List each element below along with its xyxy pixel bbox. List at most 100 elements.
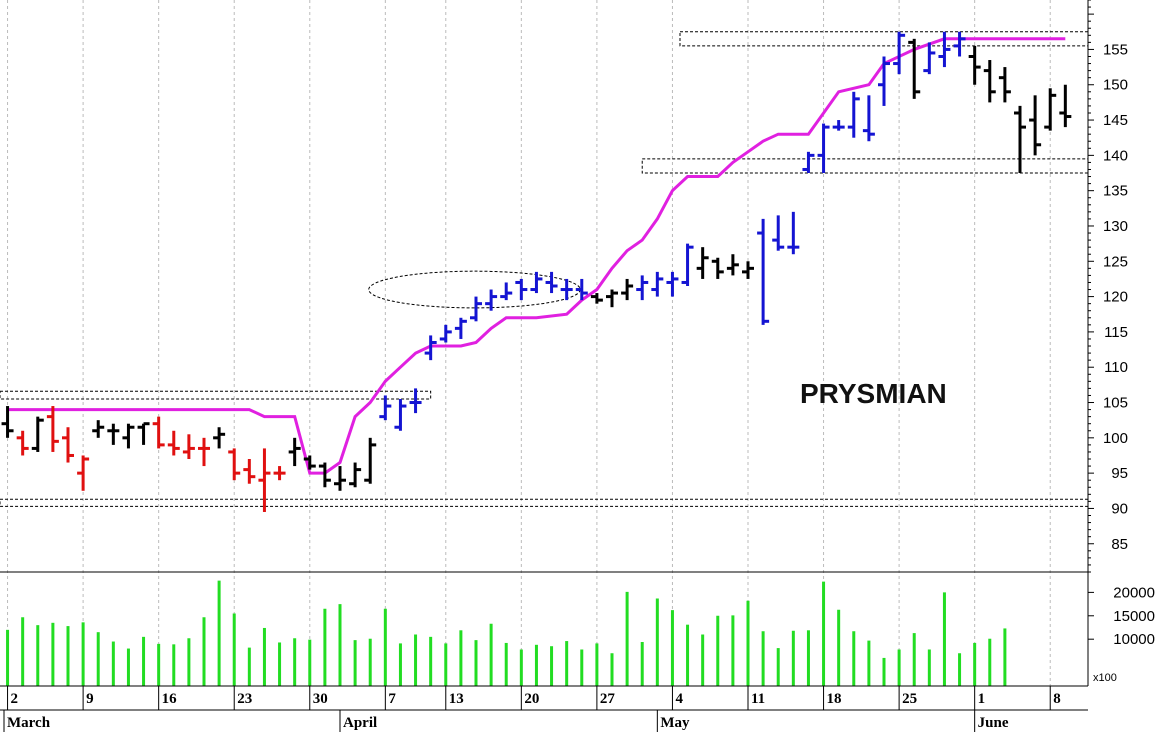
- ohlc-bar: [409, 388, 422, 414]
- date-label: 4: [675, 691, 683, 707]
- ohlc-bar: [711, 257, 724, 279]
- ohlc-bar: [787, 211, 800, 255]
- ohlc-bar: [590, 293, 603, 304]
- ohlc-bar: [560, 278, 573, 301]
- ohlc-bar: [334, 466, 346, 491]
- ohlc-bar: [847, 91, 860, 138]
- price-tick-label: 95: [1111, 465, 1128, 482]
- month-label: April: [343, 715, 377, 731]
- ohlc-bar: [1, 406, 14, 438]
- ohlc-bar: [908, 38, 921, 99]
- volume-layer: [6, 580, 1007, 686]
- date-label: 18: [827, 691, 842, 707]
- ohlc-bar: [862, 95, 875, 142]
- ohlc-bar: [182, 434, 195, 460]
- price-tick-label: 105: [1103, 395, 1128, 412]
- ohlc-bar: [606, 289, 618, 308]
- ohlc-bar: [545, 271, 558, 294]
- month-label: May: [660, 715, 690, 731]
- ohlc-bar: [394, 398, 407, 431]
- ohlc-bar: [500, 282, 513, 301]
- date-label: 7: [388, 691, 396, 707]
- ohlc-bar: [515, 278, 528, 301]
- ohlc-bar: [92, 420, 105, 438]
- ohlc-bar: [1059, 84, 1072, 128]
- ohlc-bar: [454, 317, 467, 339]
- annotation-layer: [368, 270, 581, 309]
- price-tick-label: 130: [1103, 218, 1128, 235]
- ohlc-bar: [152, 416, 165, 449]
- price-tick-label: 155: [1103, 41, 1128, 58]
- date-label: 2: [11, 691, 19, 707]
- price-tick-label: 150: [1103, 77, 1128, 94]
- trend-layer: [7, 37, 1066, 475]
- ohlc-bar: [726, 254, 739, 276]
- ohlc-bar: [213, 427, 226, 449]
- ohlc-bar: [258, 448, 271, 512]
- chart-title: PRYSMIAN: [800, 378, 947, 409]
- ohlc-bar: [288, 437, 301, 467]
- price-tick-label: 85: [1111, 536, 1128, 553]
- date-label: 16: [162, 691, 178, 707]
- ohlc-bar: [651, 271, 664, 297]
- ohlc-bar: [228, 448, 241, 481]
- ohlc-bar: [77, 455, 90, 491]
- date-label: 27: [600, 691, 616, 707]
- ohlc-bar: [198, 437, 210, 467]
- ohlc-bar: [349, 462, 362, 488]
- price-tick-label: 110: [1104, 359, 1128, 376]
- ohlc-bar: [666, 271, 679, 297]
- volume-tick-label: 10000: [1113, 631, 1155, 648]
- ohlc-bar: [832, 120, 845, 131]
- annotation-ellipse: [368, 270, 581, 309]
- date-label: 8: [1053, 691, 1061, 707]
- ohlc-bar: [742, 261, 754, 279]
- ohlc-bar: [757, 218, 770, 325]
- ohlc-bar: [998, 67, 1011, 103]
- ohlc-bar: [273, 466, 286, 481]
- ohlc-bar: [379, 395, 392, 421]
- ohlc-bar: [16, 430, 29, 456]
- ohlc-bar: [1044, 88, 1057, 131]
- price-tick-label: 145: [1103, 112, 1128, 129]
- date-label: 20: [524, 691, 539, 707]
- ohlc-bar: [938, 31, 951, 68]
- ohlc-bar: [137, 422, 150, 445]
- ohlc-bar: [968, 45, 981, 85]
- bands-layer: [0, 31, 1089, 507]
- ohlc-bar: [439, 324, 452, 343]
- date-label: 25: [902, 691, 917, 707]
- ohlc-bar: [681, 243, 694, 286]
- date-label: 23: [237, 691, 252, 707]
- ohlc-bar: [303, 455, 316, 470]
- date-label: 30: [313, 691, 328, 707]
- axes-layer: [0, 0, 1094, 732]
- price-tick-label: 90: [1111, 500, 1128, 517]
- ohlc-bar: [167, 430, 180, 456]
- month-label: June: [978, 715, 1009, 731]
- ohlc-bar: [923, 42, 936, 75]
- ohlc-bar: [364, 437, 377, 484]
- ohlc-bar: [107, 423, 120, 445]
- ohlc-bar: [636, 275, 649, 301]
- ohlc-bar: [878, 56, 890, 106]
- price-tick-label: 100: [1103, 430, 1128, 447]
- price-tick-label: 135: [1103, 183, 1128, 200]
- trend-line: [7, 37, 1066, 475]
- band-rect: [0, 390, 432, 400]
- ohlc-bar: [953, 31, 966, 57]
- volume-tick-label: 15000: [1113, 608, 1155, 625]
- date-label: 13: [449, 691, 464, 707]
- ohlc-bar: [696, 247, 709, 279]
- date-label: 11: [751, 691, 765, 707]
- ohlc-bar: [817, 123, 830, 174]
- labels-layer: 8590951001051101151201251301351401451501…: [7, 41, 1155, 731]
- price-tick-label: 115: [1104, 324, 1128, 341]
- date-label: 1: [978, 691, 986, 707]
- ohlc-bar: [485, 289, 498, 311]
- month-label: March: [7, 715, 51, 731]
- ohlc-bar: [802, 151, 815, 174]
- ohlc-bar: [893, 31, 906, 75]
- volume-unit-label: x100: [1093, 672, 1117, 684]
